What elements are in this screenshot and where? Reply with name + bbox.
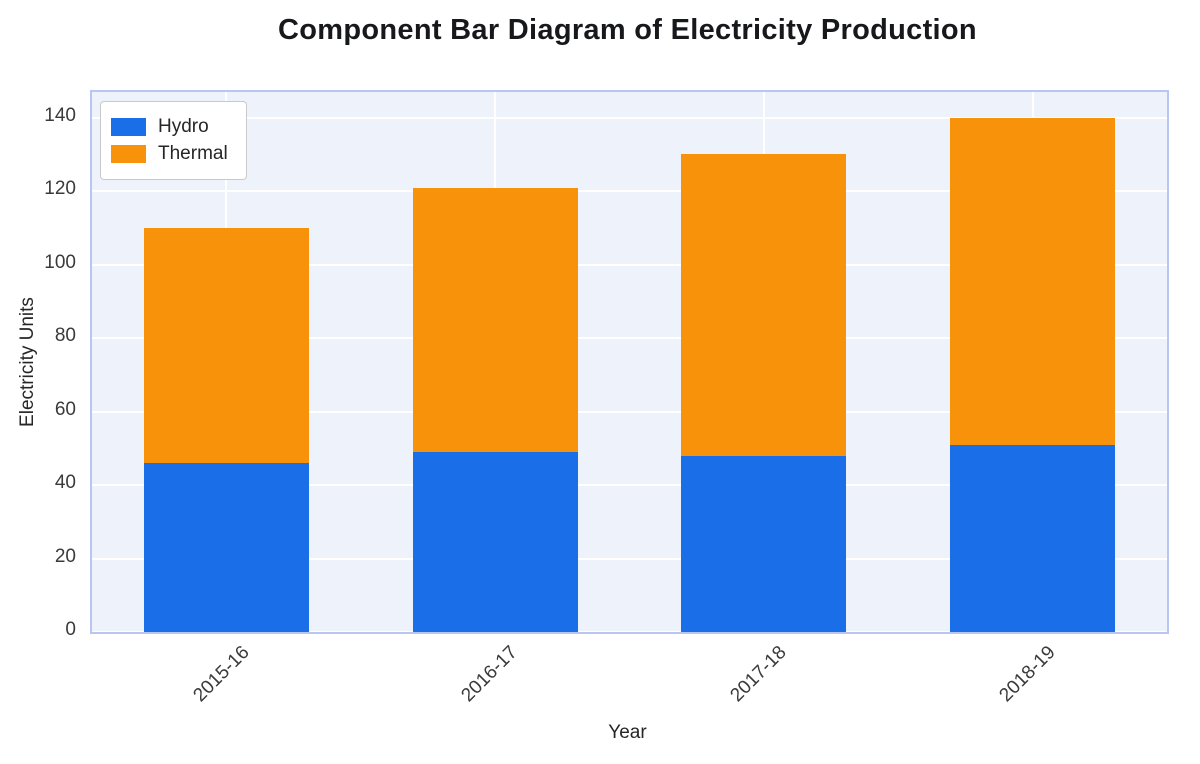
y-tick-label-20: 20 — [54, 545, 76, 567]
gridline-y-80 — [92, 337, 1167, 340]
plot-area: Hydro Thermal — [90, 90, 1169, 634]
y-tick-label-40: 40 — [54, 472, 76, 494]
legend: Hydro Thermal — [100, 101, 247, 180]
gridline-y-0 — [92, 631, 1167, 632]
gridline-y-100 — [92, 263, 1167, 266]
x-tick-label-2017-18: 2017-18 — [726, 642, 791, 707]
bar-thermal-2015-16 — [143, 227, 309, 464]
bar-hydro-2018-19 — [950, 444, 1116, 632]
legend-item-hydro: Hydro — [111, 116, 228, 138]
hydro-swatch-icon — [111, 118, 146, 136]
y-tick-label-120: 120 — [44, 178, 76, 200]
gridline-y-20 — [92, 557, 1167, 560]
legend-label-hydro: Hydro — [158, 116, 209, 137]
bar-hydro-2016-17 — [412, 452, 578, 632]
x-axis-label: Year — [608, 722, 647, 743]
bar-hydro-2017-18 — [681, 455, 847, 632]
y-axis-label: Electricity Units — [17, 297, 38, 427]
bar-thermal-2016-17 — [412, 187, 578, 452]
bar-thermal-2017-18 — [681, 154, 847, 456]
chart-title: Component Bar Diagram of Electricity Pro… — [278, 14, 977, 46]
gridline-y-120 — [92, 190, 1167, 193]
plot-inner — [92, 92, 1167, 632]
y-tick-label-140: 140 — [44, 104, 76, 126]
gridline-y-40 — [92, 484, 1167, 487]
gridline-y-60 — [92, 410, 1167, 413]
legend-label-thermal: Thermal — [158, 143, 228, 164]
thermal-swatch-icon — [111, 145, 146, 163]
y-tick-label-100: 100 — [44, 251, 76, 273]
x-tick-label-2016-17: 2016-17 — [457, 642, 522, 707]
x-tick-label-2018-19: 2018-19 — [995, 642, 1060, 707]
y-tick-label-60: 60 — [54, 398, 76, 420]
y-tick-label-0: 0 — [65, 619, 76, 640]
bar-thermal-2018-19 — [950, 117, 1116, 445]
x-tick-label-2015-16: 2015-16 — [189, 642, 254, 707]
gridline-y-140 — [92, 116, 1167, 119]
legend-item-thermal: Thermal — [111, 143, 228, 165]
y-tick-label-80: 80 — [54, 325, 76, 347]
bar-hydro-2015-16 — [143, 463, 309, 632]
